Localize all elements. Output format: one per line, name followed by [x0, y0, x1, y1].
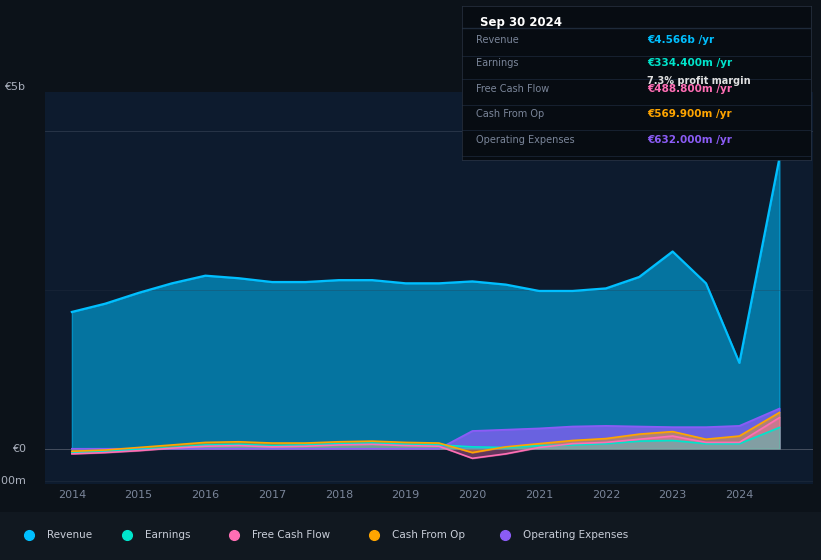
Text: €4.566b /yr: €4.566b /yr	[647, 35, 714, 45]
Text: Cash From Op: Cash From Op	[392, 530, 465, 540]
Text: Revenue: Revenue	[47, 530, 92, 540]
Text: €5b: €5b	[4, 82, 25, 92]
Text: €334.400m /yr: €334.400m /yr	[647, 58, 732, 68]
Text: €632.000m /yr: €632.000m /yr	[647, 135, 732, 145]
Text: €488.800m /yr: €488.800m /yr	[647, 84, 732, 94]
Text: Revenue: Revenue	[476, 35, 519, 45]
Text: 7.3% profit margin: 7.3% profit margin	[647, 77, 750, 86]
Text: -€500m: -€500m	[0, 475, 26, 486]
Text: Free Cash Flow: Free Cash Flow	[476, 84, 549, 94]
Text: Sep 30 2024: Sep 30 2024	[479, 16, 562, 29]
Text: Earnings: Earnings	[145, 530, 190, 540]
Text: Operating Expenses: Operating Expenses	[476, 135, 575, 145]
Text: Operating Expenses: Operating Expenses	[523, 530, 628, 540]
Text: €0: €0	[12, 444, 26, 454]
Text: Earnings: Earnings	[476, 58, 519, 68]
Text: Free Cash Flow: Free Cash Flow	[252, 530, 330, 540]
Text: Cash From Op: Cash From Op	[476, 109, 544, 119]
Text: €569.900m /yr: €569.900m /yr	[647, 109, 732, 119]
